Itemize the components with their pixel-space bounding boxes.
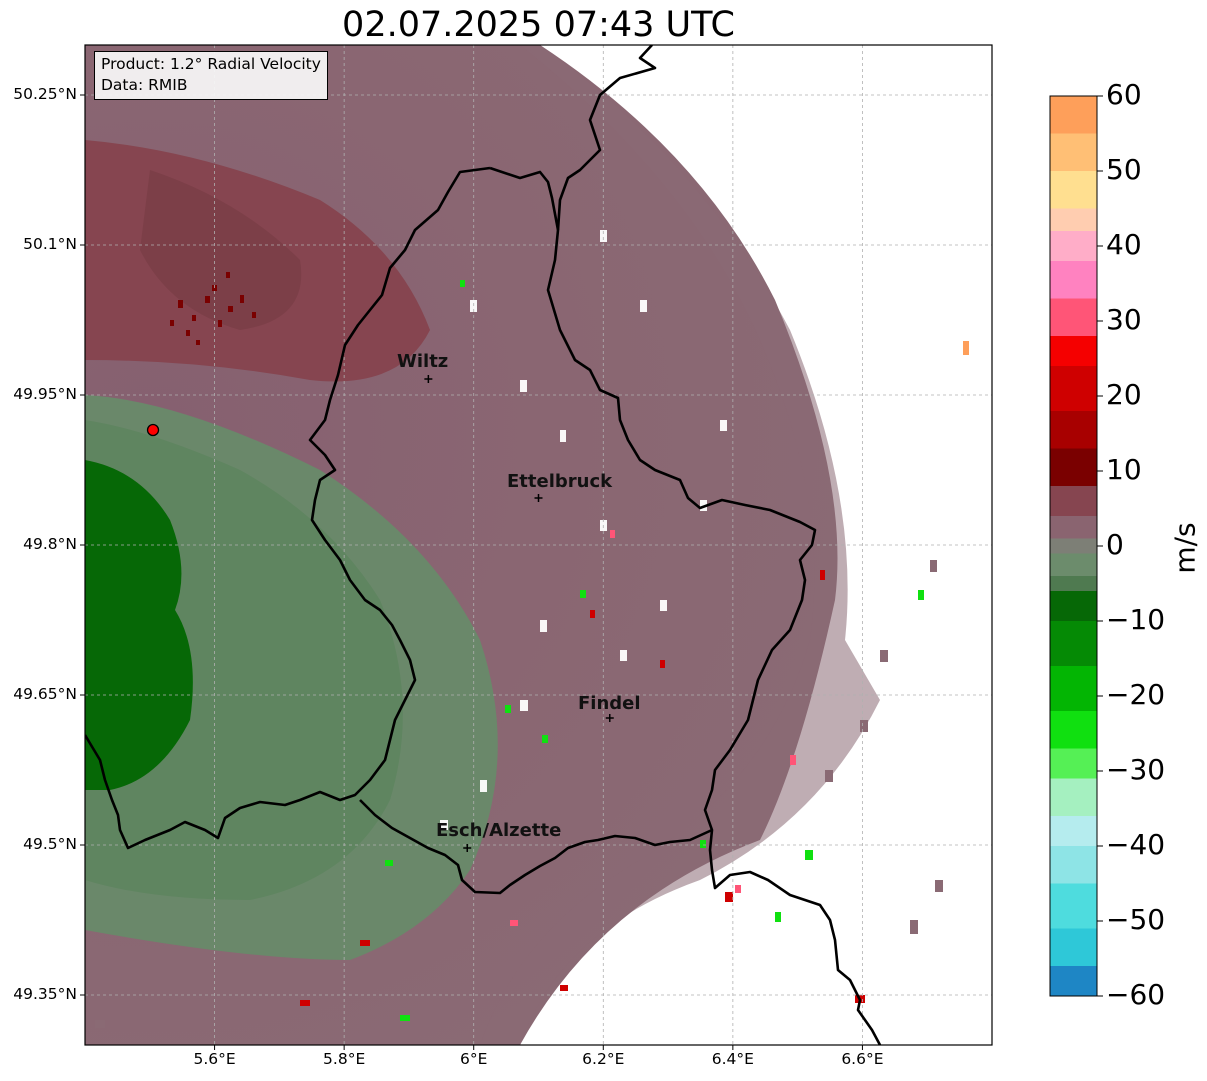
colorbar-tick-label: −40	[1106, 828, 1166, 861]
lon-tick-label: 5.6°E	[193, 1050, 236, 1068]
colorbar-segment	[1050, 778, 1097, 816]
lat-tick-label: 49.8°N	[23, 535, 77, 553]
colorbar-segment	[1050, 591, 1097, 621]
lat-tick-label: 49.65°N	[13, 685, 77, 703]
colorbar-segment	[1050, 448, 1097, 486]
colorbar-segment	[1050, 336, 1097, 366]
colorbar-segment	[1050, 748, 1097, 779]
colorbar-segment	[1050, 846, 1097, 884]
colorbar-tick-label: −20	[1106, 678, 1166, 711]
colorbar-segment	[1050, 621, 1097, 666]
city-label-ettelbruck: Ettelbruck	[507, 471, 613, 492]
colorbar-tick-label: 40	[1106, 228, 1142, 261]
colorbar-tick-label: 30	[1106, 303, 1142, 336]
info-box: Product: 1.2° Radial Velocity Data: RMIB	[94, 51, 328, 100]
velocity-field	[85, 45, 992, 1045]
colorbar-tick-label: 10	[1106, 453, 1142, 486]
colorbar-tick-label: −50	[1106, 903, 1166, 936]
lat-tick-label: 50.25°N	[13, 85, 77, 103]
lon-tick-label: 6.4°E	[711, 1050, 754, 1068]
colorbar-segment	[1050, 538, 1097, 554]
colorbar-tick-label: −30	[1106, 753, 1166, 786]
colorbar-tick-label: 0	[1106, 528, 1124, 561]
product-label: Product: 1.2° Radial Velocity	[101, 55, 321, 73]
colorbar-segment	[1050, 231, 1097, 261]
colorbar-segment	[1050, 366, 1097, 411]
data-source-label: Data: RMIB	[101, 76, 188, 94]
lat-tick-label: 50.1°N	[23, 235, 77, 253]
city-marker	[424, 375, 433, 383]
city-markers	[424, 375, 614, 852]
lon-tick-label: 5.8°E	[323, 1050, 366, 1068]
city-marker	[605, 714, 614, 722]
colorbar-segment	[1050, 96, 1097, 134]
lat-tick-label: 49.95°N	[13, 385, 77, 403]
colorbar-segment	[1050, 516, 1097, 539]
colorbar-segment	[1050, 928, 1097, 966]
city-label-esch-alzette: Esch/Alzette	[436, 820, 562, 841]
city-marker	[534, 494, 543, 502]
colorbar-segment	[1050, 411, 1097, 449]
colorbar-segment	[1050, 711, 1097, 749]
colorbar-tick-label: −10	[1106, 603, 1166, 636]
city-label-wiltz: Wiltz	[397, 351, 449, 372]
colorbar-segment	[1050, 133, 1097, 171]
colorbar-tick-label: −60	[1106, 978, 1166, 1011]
colorbar-tick-label: 20	[1106, 378, 1142, 411]
city-label-findel: Findel	[578, 693, 641, 714]
lat-tick-label: 49.5°N	[23, 835, 77, 853]
colorbar-segment	[1050, 883, 1097, 929]
colorbar-segment	[1050, 576, 1097, 591]
colorbar-tick-label: 60	[1106, 78, 1142, 111]
map-title: 02.07.2025 07:43 UTC	[342, 5, 735, 45]
colorbar-segment	[1050, 553, 1097, 576]
colorbar-segment	[1050, 298, 1097, 336]
colorbar-segment	[1050, 171, 1097, 209]
colorbar-tick-label: 50	[1106, 153, 1142, 186]
city-marker	[463, 844, 472, 852]
lon-tick-label: 6°E	[460, 1050, 488, 1068]
colorbar-segment	[1050, 666, 1097, 711]
colorbar-segment	[1050, 261, 1097, 299]
colorbar-segment	[1050, 208, 1097, 231]
country-borders	[85, 45, 882, 1045]
lat-tick-label: 49.35°N	[13, 985, 77, 1003]
lon-tick-label: 6.6°E	[841, 1050, 884, 1068]
colorbar-unit-label: m/s	[1168, 522, 1202, 574]
colorbar-segment	[1050, 966, 1097, 996]
radar-site-marker	[146, 423, 160, 437]
lon-tick-label: 6.2°E	[582, 1050, 625, 1068]
colorbar-segment	[1050, 816, 1097, 846]
colorbar	[1050, 96, 1097, 996]
colorbar-segment	[1050, 486, 1097, 516]
